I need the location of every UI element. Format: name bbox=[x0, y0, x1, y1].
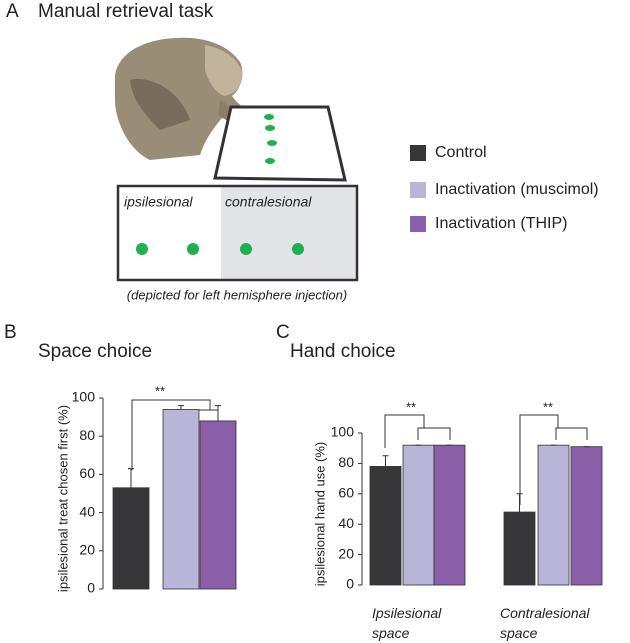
bar bbox=[537, 444, 570, 586]
y-tick-label: 40 bbox=[338, 515, 354, 531]
note: (depicted for left hemisphere injection) bbox=[127, 287, 347, 302]
y-tick-label: 0 bbox=[346, 576, 354, 592]
x-tick-label: Ipsilesional space bbox=[372, 605, 442, 641]
y-tick-label: 20 bbox=[338, 545, 354, 561]
error-bar bbox=[215, 405, 221, 421]
y-tick-label: 100 bbox=[72, 389, 96, 405]
error-bar bbox=[516, 493, 523, 513]
chart-title: Hand choice bbox=[290, 341, 396, 362]
task-box bbox=[116, 184, 359, 282]
table bbox=[213, 105, 347, 182]
bar bbox=[570, 446, 603, 586]
zone-label: ipsilesional bbox=[124, 194, 193, 210]
significance: ** bbox=[406, 399, 416, 414]
y-tick-label: 60 bbox=[79, 465, 95, 481]
error-bar bbox=[128, 468, 134, 488]
zone-label: contralesional bbox=[225, 194, 312, 210]
error-bar bbox=[382, 455, 389, 467]
legend-swatch bbox=[410, 145, 426, 161]
bar bbox=[402, 444, 435, 586]
panel-label: A bbox=[6, 1, 19, 22]
legend-swatch bbox=[410, 216, 426, 232]
y-tick-label: 80 bbox=[79, 427, 95, 443]
bar bbox=[162, 409, 200, 590]
x-tick-label: Contralesional space bbox=[500, 605, 590, 641]
bar bbox=[433, 444, 466, 586]
y-tick-label: 100 bbox=[331, 424, 355, 440]
y-tick-label: 60 bbox=[338, 485, 354, 501]
panel-label: B bbox=[4, 322, 17, 343]
legend-label: Inactivation (muscimol) bbox=[435, 181, 599, 198]
y-tick-label: 80 bbox=[338, 454, 354, 470]
error-bar bbox=[178, 405, 184, 410]
panel-label: C bbox=[276, 322, 290, 343]
bar bbox=[199, 420, 237, 590]
legend-label: Control bbox=[435, 144, 487, 161]
panel-title: Manual retrieval task bbox=[38, 1, 214, 22]
chart-title: Space choice bbox=[38, 341, 152, 362]
significance: ** bbox=[543, 399, 553, 414]
y-tick-label: 0 bbox=[87, 580, 95, 596]
y-axis-label: ipsilesional treat chosen first (%) bbox=[55, 405, 70, 592]
legend-swatch bbox=[410, 182, 426, 198]
y-axis-label: ipsilesional hand use (%) bbox=[312, 442, 327, 587]
bar bbox=[503, 511, 536, 586]
legend-label: Inactivation (THIP) bbox=[435, 215, 567, 232]
bar bbox=[112, 487, 150, 590]
significance: ** bbox=[155, 383, 165, 398]
bar bbox=[369, 466, 402, 586]
y-tick-label: 40 bbox=[79, 503, 95, 519]
treats bbox=[264, 114, 277, 164]
y-tick-label: 20 bbox=[79, 542, 95, 558]
contralesional-zone bbox=[221, 186, 357, 280]
treats bbox=[136, 243, 304, 255]
